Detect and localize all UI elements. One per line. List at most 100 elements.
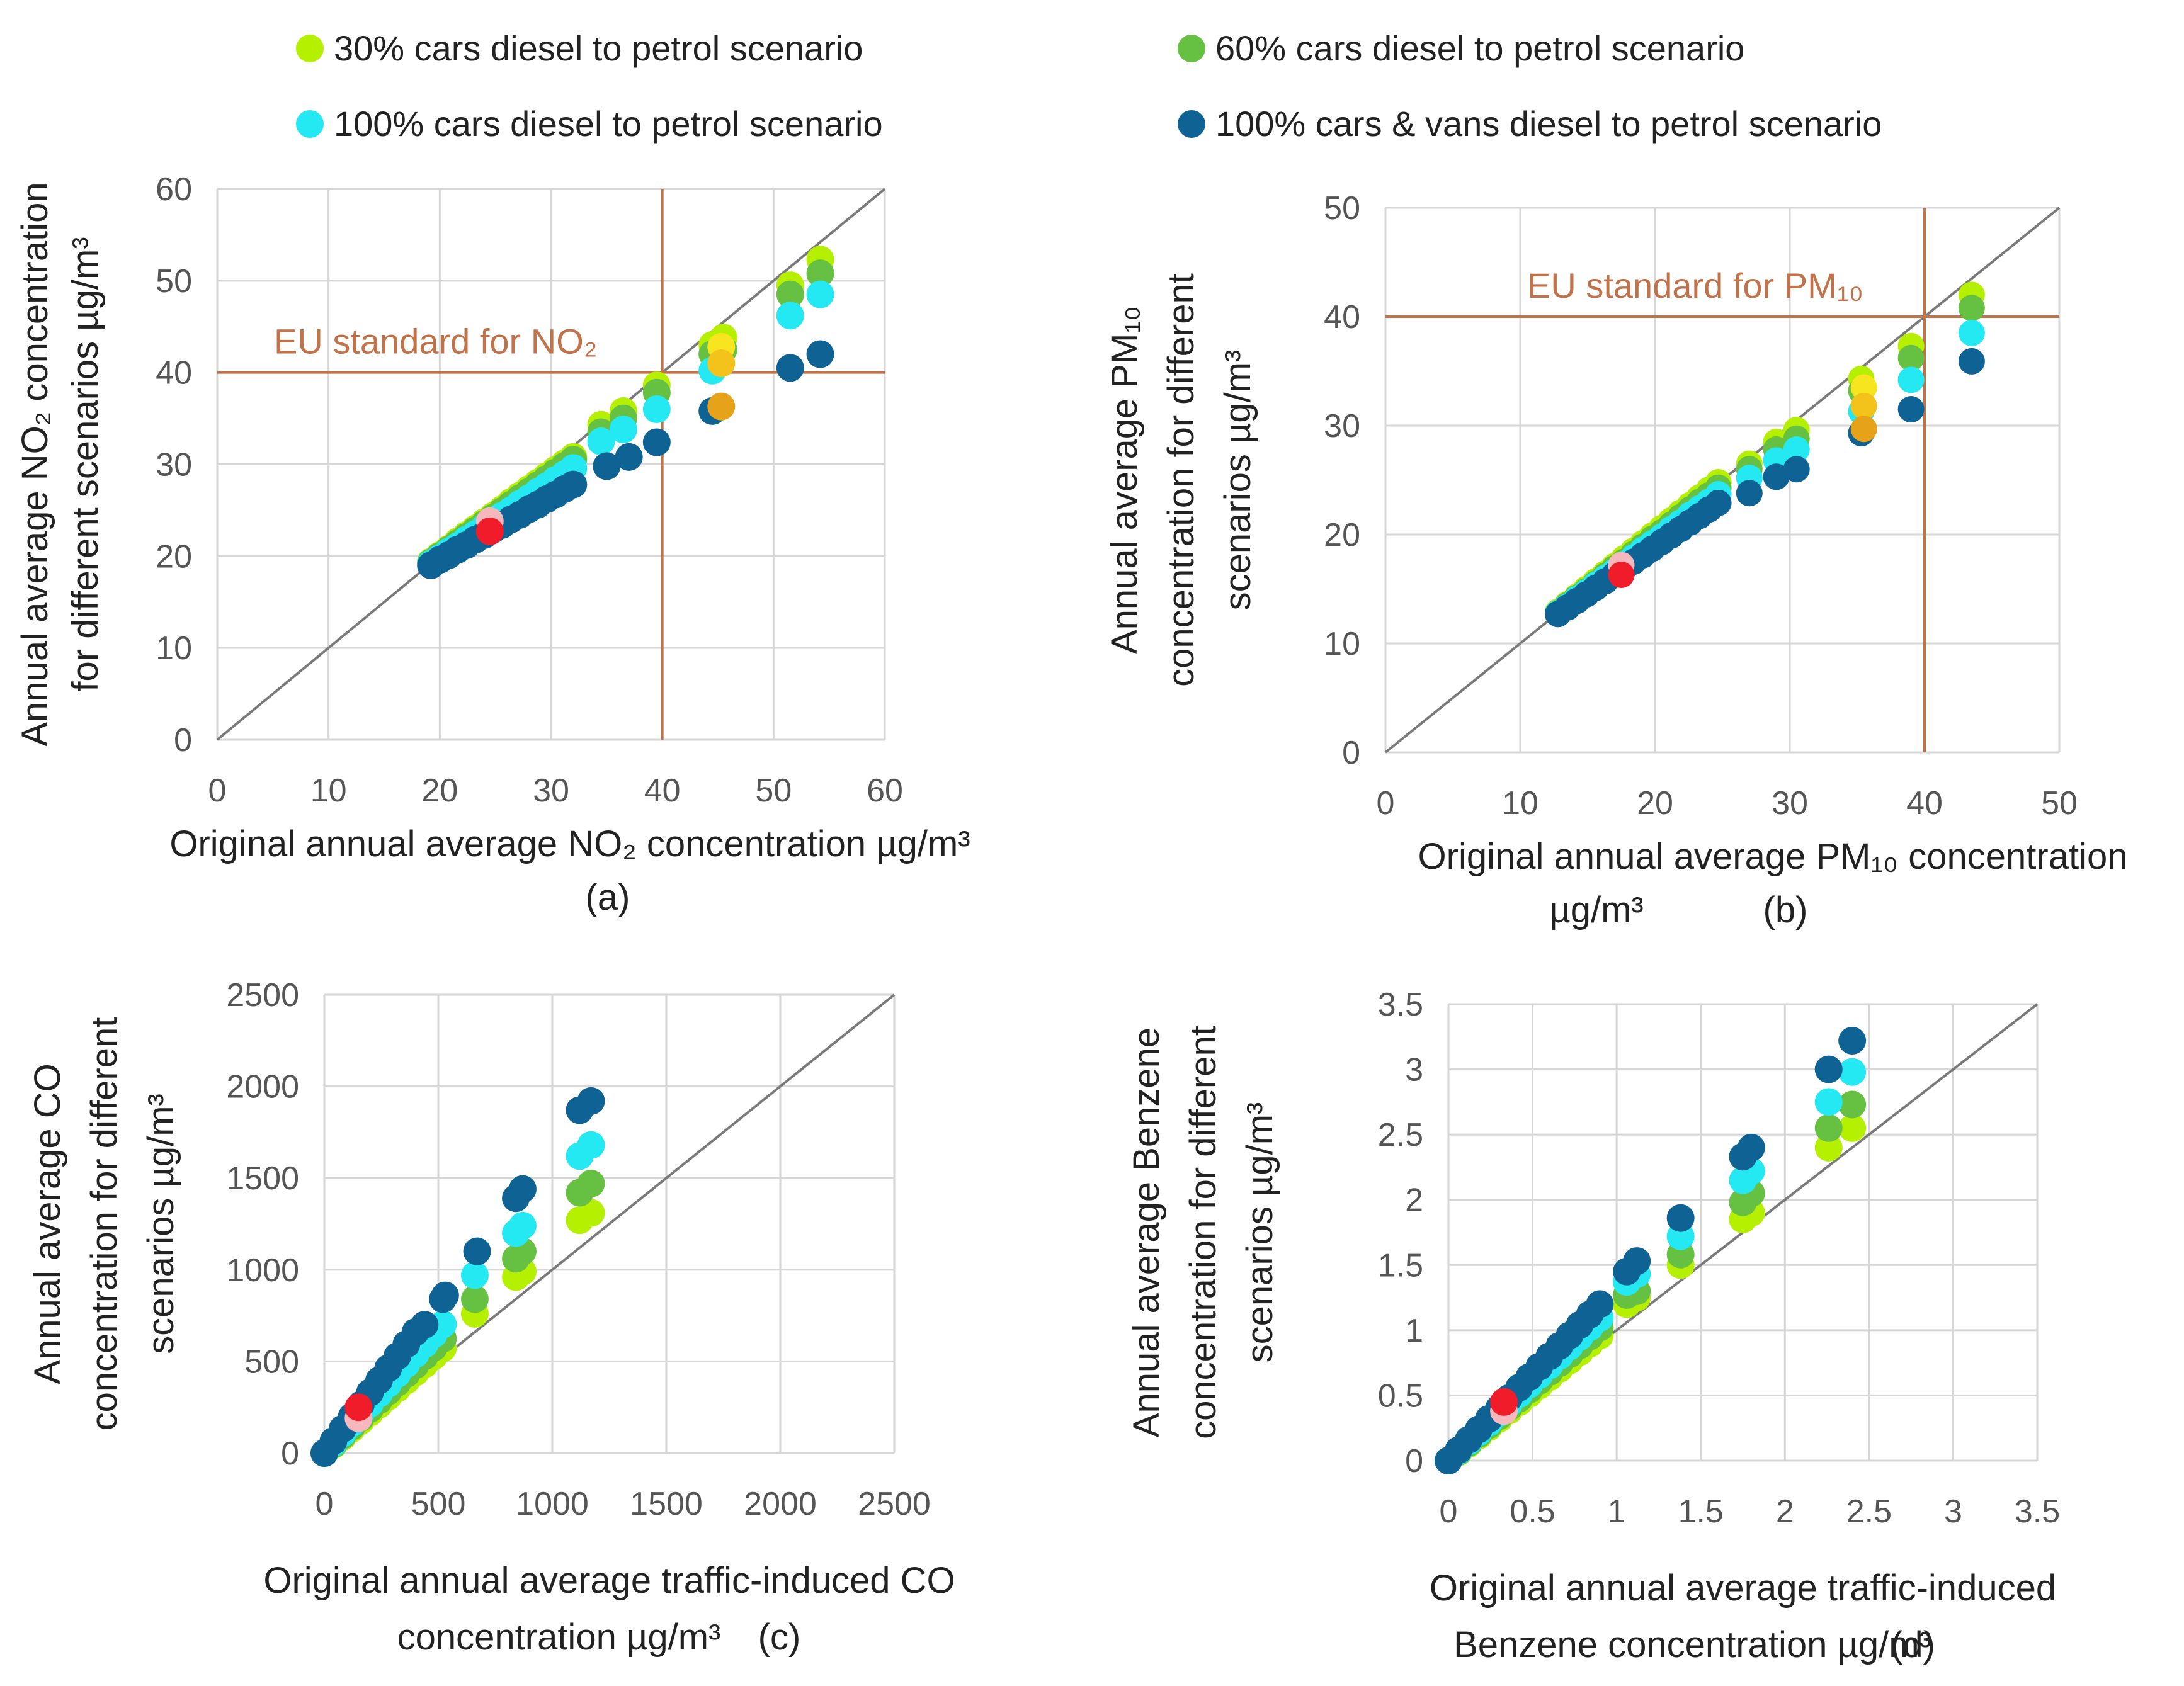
legend-marker-icon — [1178, 110, 1205, 138]
data-point[interactable] — [431, 1281, 459, 1310]
highlight-point[interactable] — [707, 392, 736, 421]
y-axis-title: scenarios µg/m³ — [1239, 1102, 1280, 1363]
data-point[interactable] — [1958, 319, 1985, 346]
highlight-point[interactable] — [707, 349, 736, 378]
data-point[interactable] — [776, 354, 804, 382]
y-axis-title: scenarios µg/m³ — [1217, 350, 1258, 611]
y-axis-title: Annual average CO — [27, 1063, 68, 1384]
chart-panel-d: 0 0.5 1 1.5 2 2.5 3 3.5 0 0.5 1 1.5 2 2.5 3 3.5 Original… — [1126, 987, 2060, 1665]
highlight-point[interactable] — [1850, 392, 1877, 419]
data-point[interactable] — [1958, 348, 1985, 375]
data-point[interactable] — [577, 1131, 605, 1159]
x-tick-label: 3 — [1944, 1493, 1962, 1530]
data-point[interactable] — [577, 1087, 605, 1115]
legend-item-30-cars[interactable]: 30% cars diesel to petrol scenario — [296, 28, 863, 69]
data-point[interactable] — [1705, 489, 1732, 516]
y-tick-label: 10 — [1324, 626, 1360, 662]
x-axis-title: Original annual average traffic-induced — [1430, 1568, 2056, 1609]
chart-panel-c: 0 500 1000 1500 2000 2500 0 500 1000 1500 2000 2500… — [27, 977, 955, 1658]
x-tick-label: 50 — [2041, 785, 2078, 822]
data-point[interactable] — [559, 470, 588, 499]
data-point[interactable] — [1623, 1247, 1651, 1276]
x-tick-label: 2000 — [744, 1486, 817, 1522]
data-point[interactable] — [1814, 1088, 1843, 1116]
y-tick-label: 2500 — [226, 977, 299, 1014]
data-point[interactable] — [577, 1199, 605, 1227]
data-point[interactable] — [1814, 1114, 1843, 1142]
data-point[interactable] — [1783, 436, 1810, 463]
data-point[interactable] — [609, 416, 637, 444]
data-point[interactable] — [642, 395, 671, 423]
data-point[interactable] — [460, 1285, 489, 1313]
x-axis-title-line2: Benzene concentration µg/m³ — [1453, 1624, 1931, 1665]
x-axis-title-line2: µg/m³ — [1549, 890, 1643, 931]
data-point[interactable] — [776, 302, 804, 330]
data-point[interactable] — [1897, 396, 1925, 423]
highlight-point[interactable] — [1490, 1388, 1518, 1416]
highlight-point[interactable] — [344, 1393, 373, 1422]
x-tick-label: 500 — [411, 1486, 466, 1522]
y-tick-label: 20 — [156, 538, 192, 575]
data-point[interactable] — [1838, 1058, 1867, 1086]
data-point[interactable] — [1763, 463, 1790, 490]
data-point[interactable] — [1838, 1027, 1867, 1055]
data-point[interactable] — [1897, 366, 1925, 393]
data-point[interactable] — [776, 280, 804, 308]
data-point[interactable] — [1897, 344, 1925, 371]
data-point[interactable] — [1586, 1290, 1614, 1318]
x-tick-label: 3.5 — [2015, 1493, 2060, 1530]
x-tick-label: 0 — [208, 772, 227, 809]
data-point[interactable] — [1783, 456, 1810, 483]
x-axis-title: Original annual average traffic-induced … — [263, 1560, 955, 1601]
y-tick-label: 0 — [174, 722, 192, 759]
y-axis-title: Annual average PM₁₀ — [1104, 306, 1145, 654]
data-point[interactable] — [508, 1175, 537, 1203]
x-tick-label: 40 — [644, 772, 681, 809]
data-point[interactable] — [1958, 295, 1985, 322]
x-tick-label: 1 — [1608, 1493, 1626, 1530]
data-point[interactable] — [593, 452, 621, 480]
data-point[interactable] — [1814, 1055, 1843, 1083]
y-tick-label: 40 — [156, 355, 192, 392]
y-axis-title: Annual average Benzene — [1126, 1027, 1167, 1437]
x-tick-label: 1.5 — [1678, 1493, 1724, 1530]
data-point[interactable] — [460, 1261, 489, 1289]
chart-panel-a: 0 10 20 30 40 50 60 0 10 20 30 40 50 60 EU standard fo… — [14, 171, 970, 918]
data-point[interactable] — [1838, 1114, 1867, 1142]
data-point[interactable] — [1737, 1133, 1765, 1162]
legend-item-100-cars-vans[interactable]: 100% cars & vans diesel to petrol scenar… — [1178, 103, 1882, 144]
legend-label: 100% cars diesel to petrol scenario — [334, 104, 883, 144]
data-point[interactable] — [1814, 1133, 1843, 1162]
x-tick-label: 2.5 — [1846, 1493, 1892, 1530]
x-tick-label: 10 — [1502, 785, 1538, 822]
data-point[interactable] — [587, 427, 615, 456]
highlight-point[interactable] — [1850, 374, 1877, 401]
y-tick-label: 1 — [1405, 1313, 1423, 1349]
data-point[interactable] — [806, 340, 834, 368]
legend-item-60-cars[interactable]: 60% cars diesel to petrol scenario — [1178, 28, 1744, 69]
legend-marker-icon — [296, 110, 324, 138]
data-point[interactable] — [806, 259, 834, 288]
y-tick-label: 40 — [1324, 299, 1360, 336]
data-point[interactable] — [1838, 1090, 1867, 1119]
y-tick-label: 60 — [156, 171, 192, 208]
x-tick-label: 2 — [1776, 1493, 1794, 1530]
y-tick-label: 20 — [1324, 517, 1360, 553]
data-point[interactable] — [577, 1169, 605, 1197]
data-point[interactable] — [508, 1211, 537, 1240]
data-point[interactable] — [615, 443, 643, 471]
y-tick-label: 1.5 — [1378, 1247, 1423, 1284]
legend-item-100-cars[interactable]: 100% cars diesel to petrol scenario — [296, 103, 883, 144]
data-point[interactable] — [806, 280, 834, 308]
legend-label: 30% cars diesel to petrol scenario — [334, 28, 863, 68]
data-point[interactable] — [1736, 480, 1763, 507]
data-point[interactable] — [463, 1237, 491, 1265]
highlight-point[interactable] — [1850, 416, 1877, 443]
highlight-point[interactable] — [475, 517, 504, 545]
y-axis-title: Annual average NO₂ concentration — [14, 182, 55, 746]
data-point[interactable] — [411, 1311, 439, 1339]
highlight-point[interactable] — [1608, 562, 1635, 589]
data-point[interactable] — [642, 428, 671, 456]
y-tick-label: 2000 — [226, 1069, 299, 1106]
data-point[interactable] — [1666, 1204, 1695, 1232]
